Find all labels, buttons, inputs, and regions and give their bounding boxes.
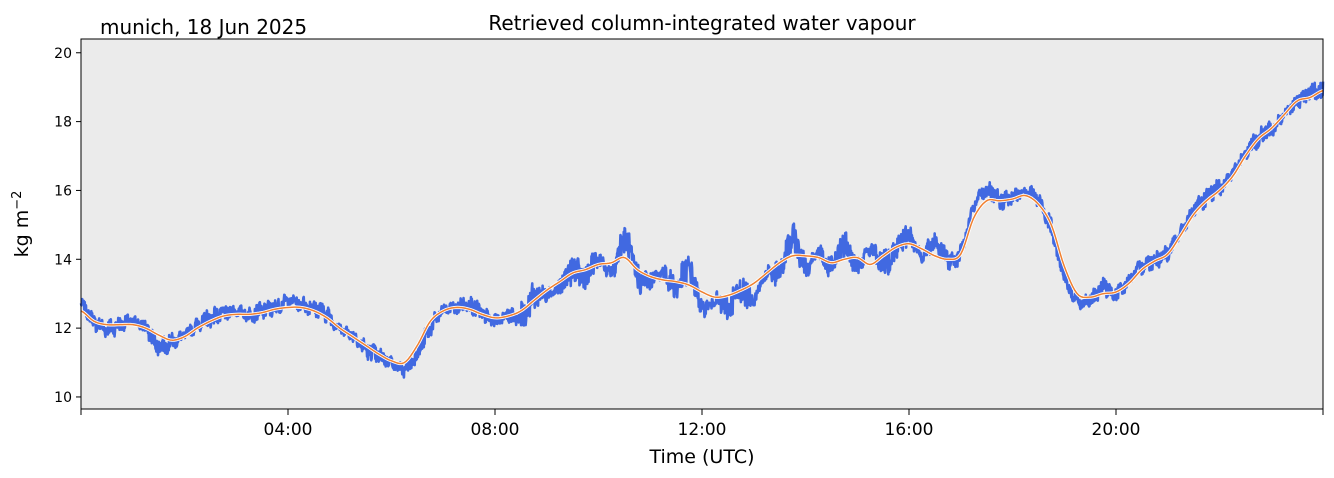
y-axis-label: kg m−2 [10, 191, 33, 258]
chart-subtitle: munich, 18 Jun 2025 [100, 15, 307, 39]
y-axis: 10 12 14 16 18 20 [54, 46, 81, 406]
y-axis-label-exponent: −2 [10, 191, 25, 210]
y-axis-label-unit: kg m [11, 210, 33, 258]
x-tick-label: 20:00 [1092, 420, 1141, 440]
y-tick-label: 12 [54, 321, 72, 337]
y-tick-label: 16 [54, 183, 72, 199]
chart-title: Retrieved column-integrated water vapour [488, 11, 916, 35]
y-tick-label: 20 [54, 46, 72, 62]
x-axis-label: Time (UTC) [648, 446, 754, 468]
x-tick-label: 16:00 [885, 420, 934, 440]
x-tick-label: 04:00 [264, 420, 313, 440]
y-tick-label: 18 [54, 115, 72, 131]
x-tick-label: 12:00 [678, 420, 727, 440]
smoothed-series [80, 89, 1324, 366]
plot-area [81, 39, 1323, 409]
x-axis: 04:00 08:00 12:00 16:00 20:00 [80, 409, 1324, 440]
smoothed-series-line [80, 89, 1324, 365]
y-tick-label: 14 [54, 252, 72, 268]
y-tick-label: 10 [54, 390, 72, 406]
x-tick-label: 08:00 [471, 420, 520, 440]
